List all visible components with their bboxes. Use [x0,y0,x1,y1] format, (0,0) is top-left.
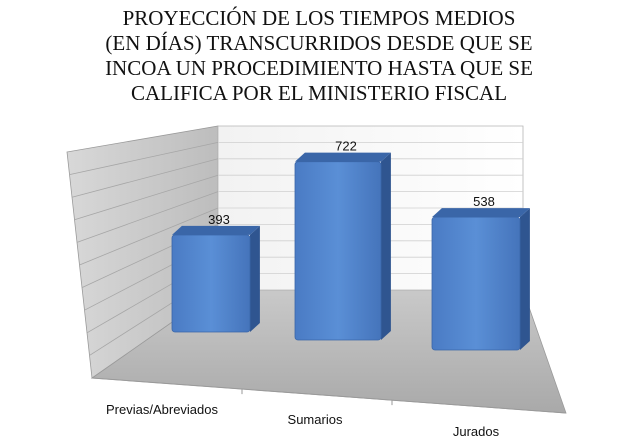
bar-side-face [381,152,391,340]
bar-front-face [431,216,521,351]
bar-side-face [520,208,530,350]
bar-front-face [171,234,251,333]
gridline-side [79,207,219,266]
x-axis [91,377,567,414]
gridline-side [69,142,219,175]
gridline-side [71,158,219,198]
data-label-1: 393 [208,212,230,227]
bar-front-face [294,161,382,341]
data-label-2: 722 [335,139,357,154]
chart-title: PROYECCIÓN DE LOS TIEMPOS MEDIOS (EN DÍA… [0,6,638,106]
chart-title-line-3: INCOA UN PROCEDIMIENTO HASTA QUE SE [105,56,533,80]
gridline-side [76,191,219,243]
data-labels: 393 722 538 [208,139,495,227]
chart-title-line-1: PROYECCIÓN DE LOS TIEMPOS MEDIOS [122,6,516,30]
bar-1 [171,225,260,333]
bar-3 [431,208,530,351]
bar-top-face [432,208,530,218]
x-label-1: Previas/Abreviados [106,402,218,417]
x-axis-ticks [241,389,393,406]
x-label-2: Sumarios [288,412,343,427]
bar-side-face [250,225,260,332]
chart-title-line-2: (EN DÍAS) TRANSCURRIDOS DESDE QUE SE [105,31,533,55]
bar-2 [294,152,391,341]
bar-top-face [172,225,260,235]
data-label-3: 538 [473,194,495,209]
bars [171,152,530,351]
bar-top-face [295,152,391,162]
x-axis-labels: Previas/Abreviados Sumarios Jurados [106,402,500,439]
x-label-3: Jurados [453,424,500,439]
chart-title-line-4: CALIFICA POR EL MINISTERIO FISCAL [130,81,508,105]
gridline-side [74,174,219,221]
